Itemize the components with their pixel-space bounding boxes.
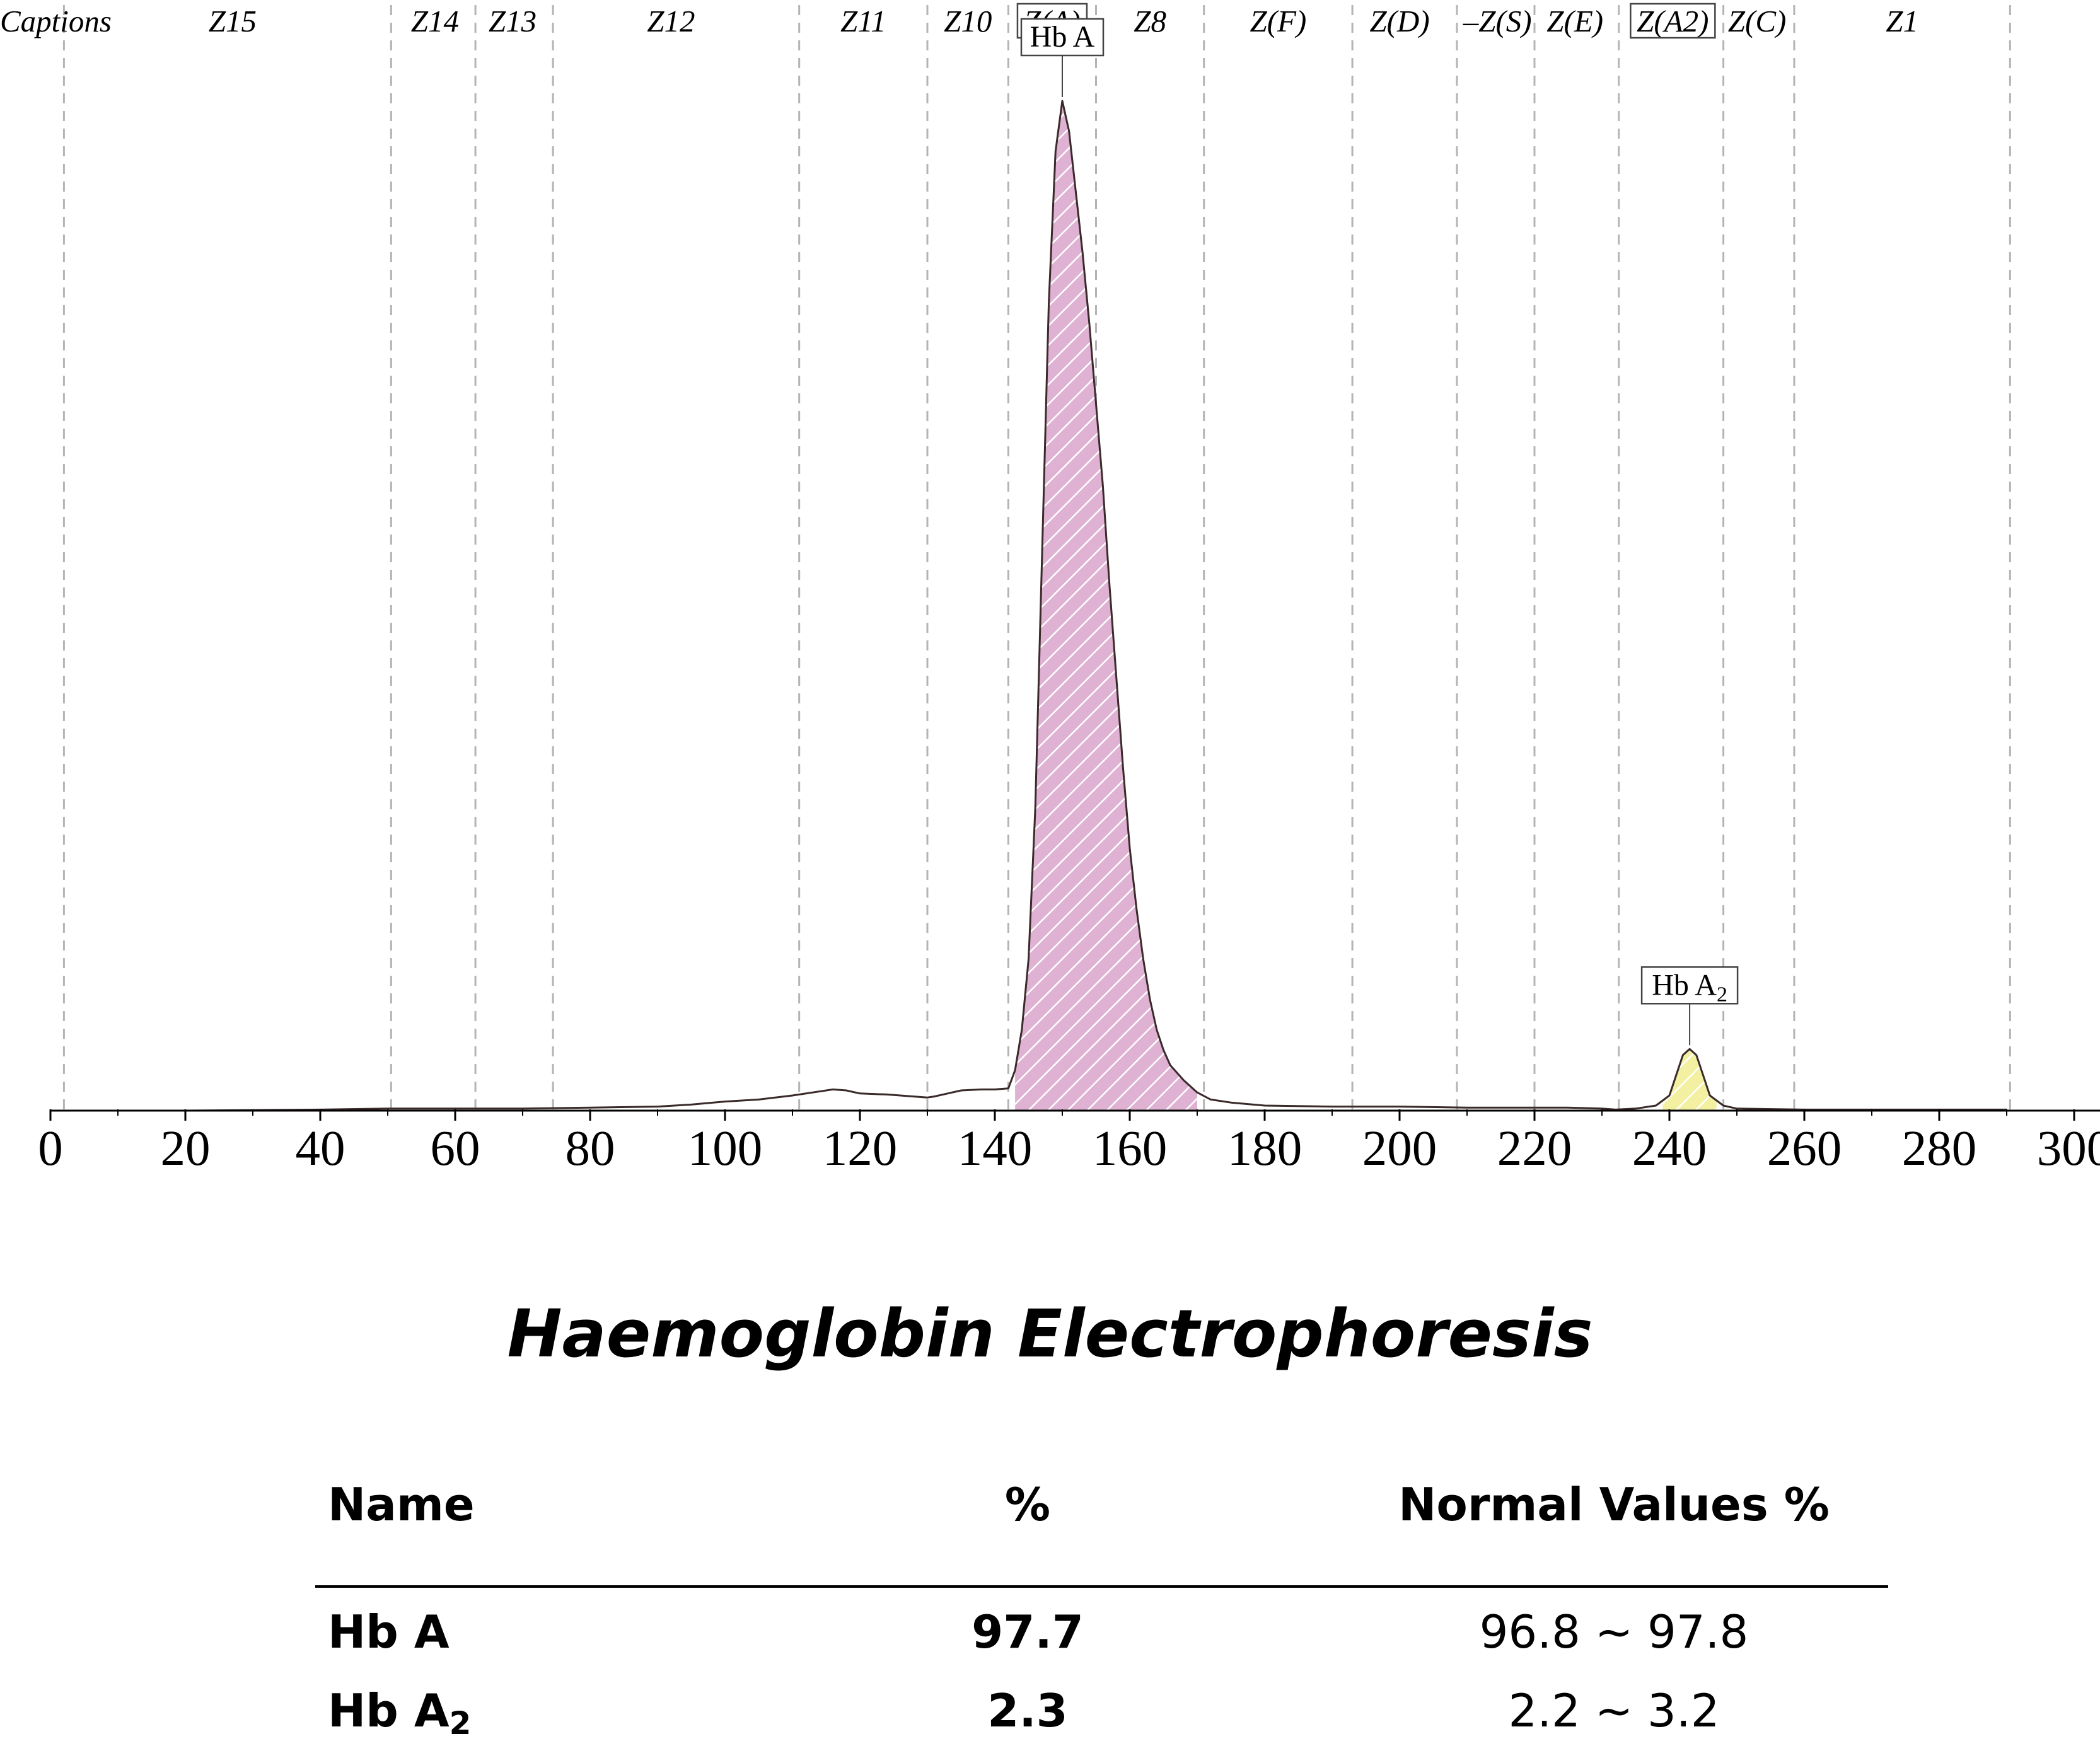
x-tick-label: 80 xyxy=(566,1121,615,1176)
header-normal-values: Normal Values % xyxy=(1398,1478,1830,1531)
trace-line xyxy=(50,100,2007,1112)
header-name: Name xyxy=(328,1478,475,1531)
zone-label: –Z(S) xyxy=(1463,4,1532,38)
zone-label: Z(C) xyxy=(1728,4,1787,38)
x-tick-label: 100 xyxy=(688,1121,763,1176)
peak-fill xyxy=(1015,103,1197,1111)
peak-fill xyxy=(1662,1049,1717,1111)
x-tick-label: 200 xyxy=(1362,1121,1437,1176)
x-tick-label: 220 xyxy=(1497,1121,1572,1176)
x-tick-label: 40 xyxy=(296,1121,345,1176)
row-name: Hb A xyxy=(328,1605,450,1658)
x-tick-label: 140 xyxy=(958,1121,1033,1176)
zone-label: Z(A2) xyxy=(1637,4,1708,38)
row-name: Hb A2 xyxy=(328,1684,472,1742)
zone-label: Captions xyxy=(0,4,112,38)
peak-label-box xyxy=(1640,966,1739,1005)
row-normal-range: 96.8 ~ 97.8 xyxy=(1479,1605,1749,1658)
header-percent: % xyxy=(1004,1478,1051,1531)
zone-labels: CaptionsZ15Z14Z13Z12Z11Z10Z(A)Z8Z(F)Z(D)… xyxy=(0,3,1918,39)
header-rule xyxy=(315,1585,1888,1588)
zone-label: Z8 xyxy=(1134,4,1166,38)
chart-title: Haemoglobin Electrophoresis xyxy=(507,1295,1593,1372)
x-tick-label: 0 xyxy=(38,1121,63,1176)
table-header-row: Name % Normal Values % xyxy=(315,1478,1888,1585)
x-axis: 0 20 40 60 80 100 120 140 160 180 200 220 240 260 280 3… xyxy=(38,1109,2100,1176)
row-percent: 97.7 xyxy=(972,1605,1084,1658)
x-tick-label: 300 xyxy=(2037,1121,2100,1176)
peak-label: Hb A xyxy=(1030,20,1095,54)
zone-label-box xyxy=(1630,3,1716,39)
zone-label: Z13 xyxy=(489,4,537,38)
zone-label: Z15 xyxy=(209,4,257,38)
peak-label-box xyxy=(1020,18,1105,57)
x-tick-label: 240 xyxy=(1632,1121,1707,1176)
x-tick-label: 20 xyxy=(161,1121,211,1176)
zone-label: Z12 xyxy=(647,4,695,38)
peak-fills xyxy=(1015,103,1717,1111)
peak-label: Hb A2 xyxy=(1652,968,1727,1006)
zone-label: Z14 xyxy=(411,4,459,38)
results-table: Name % Normal Values % Hb A 97.7 96.8 ~ … xyxy=(315,1478,1888,1763)
zone-boundary-lines xyxy=(62,5,2011,1111)
row-normal-range: 2.2 ~ 3.2 xyxy=(1508,1684,1720,1737)
peak-labels: Hb A Hb A2 xyxy=(1020,18,1739,1046)
zone-label: Z10 xyxy=(944,4,992,38)
x-tick-label: 280 xyxy=(1902,1121,1977,1176)
zone-label: Z11 xyxy=(840,4,886,38)
zone-label: Z(F) xyxy=(1250,4,1306,38)
table-row: Hb A 97.7 96.8 ~ 97.8 xyxy=(315,1605,1888,1684)
row-percent: 2.3 xyxy=(987,1684,1068,1737)
x-tick-label: 60 xyxy=(431,1121,480,1176)
x-tick-label: 120 xyxy=(823,1121,898,1176)
zone-label: Z(E) xyxy=(1546,4,1603,38)
zone-label: Z(D) xyxy=(1369,4,1429,38)
zone-label: Z1 xyxy=(1886,4,1918,38)
densitometry-trace xyxy=(50,100,2007,1112)
x-tick-label: 160 xyxy=(1093,1121,1168,1176)
table-row: Hb A2 2.3 2.2 ~ 3.2 xyxy=(315,1684,1888,1763)
x-tick-label: 180 xyxy=(1227,1121,1302,1176)
x-tick-label: 260 xyxy=(1767,1121,1842,1176)
